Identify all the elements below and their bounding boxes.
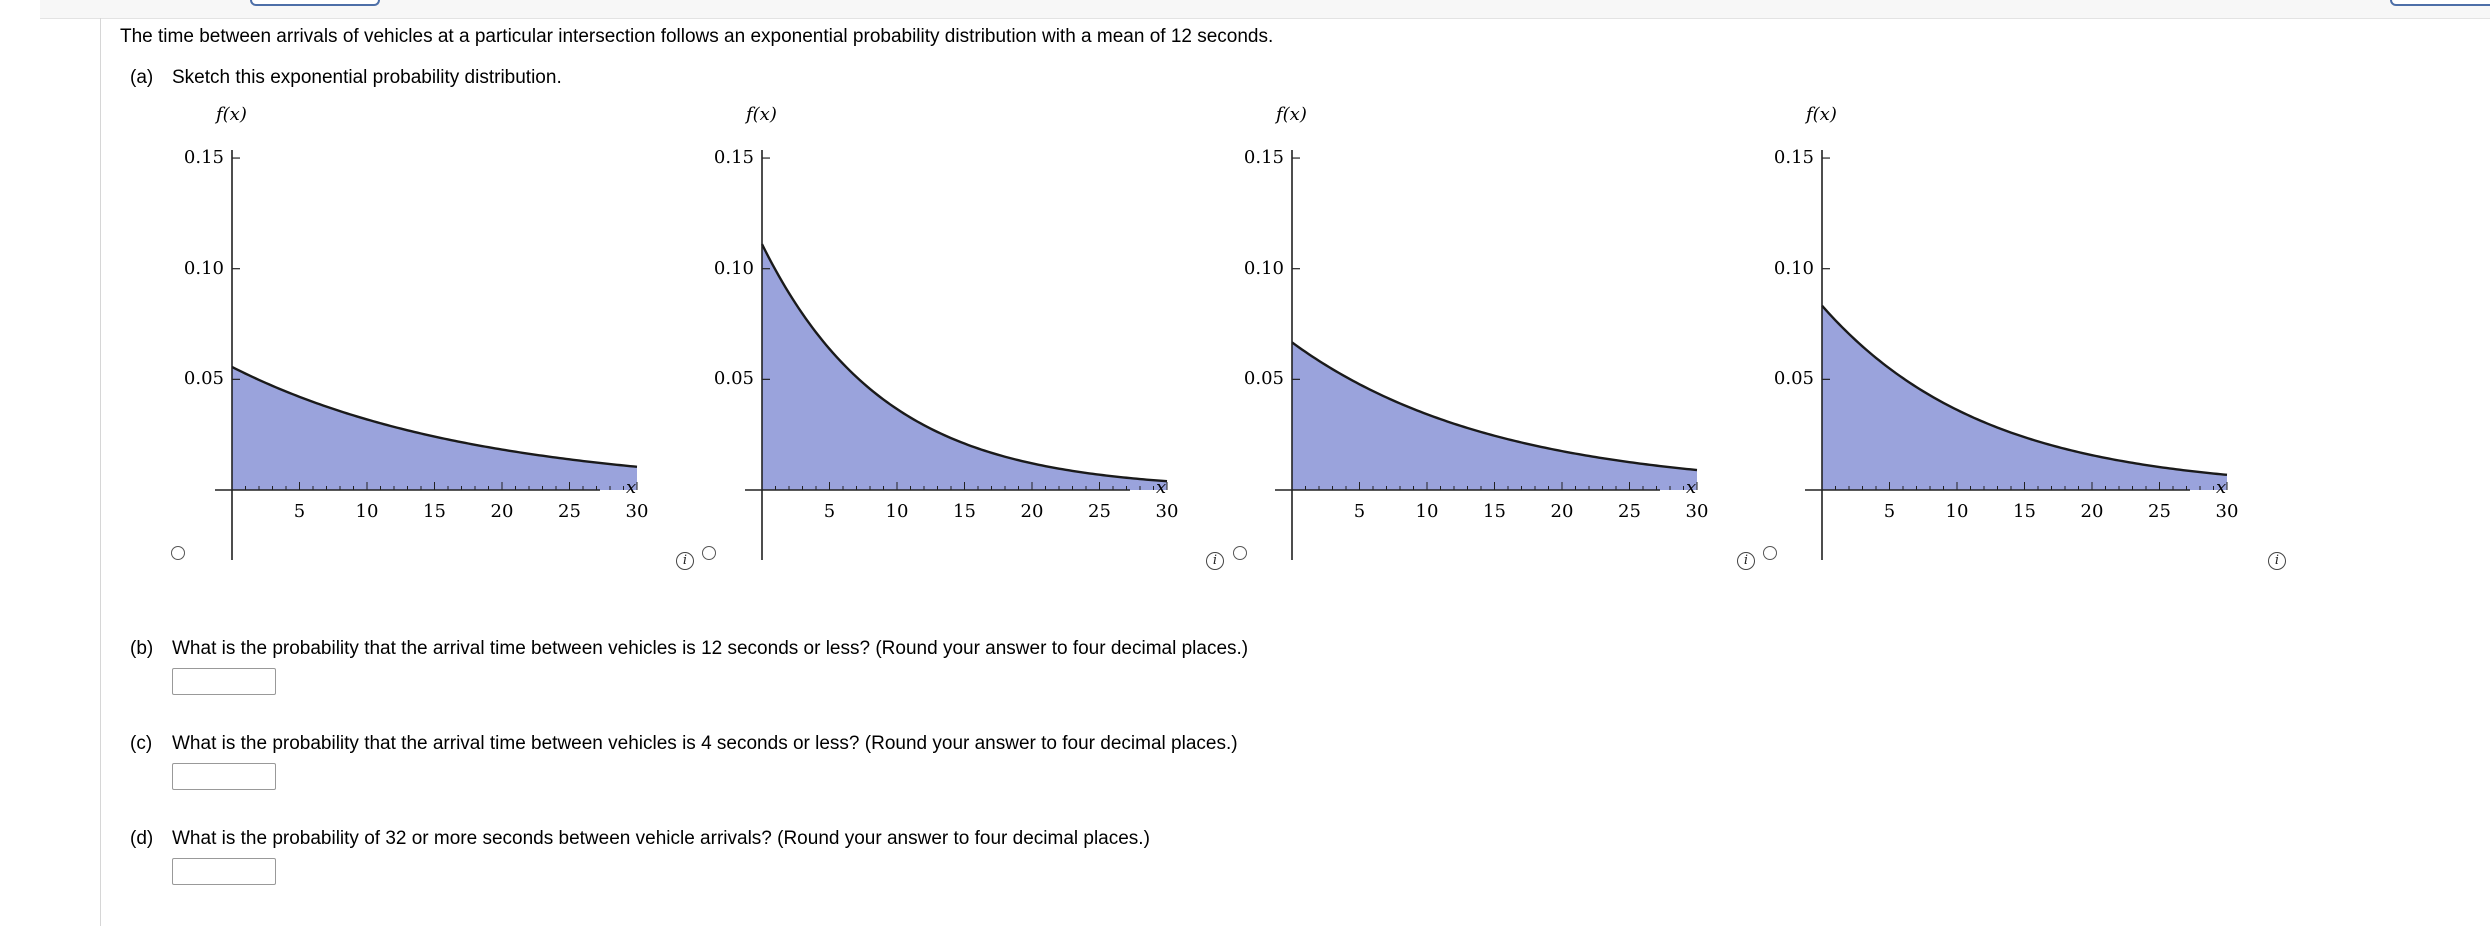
x-tick-label: 10 [355,501,379,522]
x-tick-label: 10 [885,501,909,522]
y-axis-title: f(x) [1276,104,1307,125]
x-tick-label: 25 [1618,501,1641,522]
y-tick-label: 0.10 [1773,257,1814,279]
x-tick-label: 25 [2148,501,2171,522]
density-plot-2 [745,150,1168,560]
graph-option-2-radio[interactable] [702,546,716,560]
graph-option-4: 0.15 0.10 0.05 5 10 15 20 25 30 f(x) x [1760,95,2238,575]
x-tick-label: 5 [1353,501,1366,522]
y-tick-label: 0.15 [1243,147,1284,169]
top-toolbar [40,0,2490,19]
y-axis-title: f(x) [216,104,247,125]
y-tick-label: 0.15 [713,147,754,169]
y-tick-label: 0.10 [183,257,224,279]
x-tick-label: 30 [1155,501,1179,522]
y-tick-label: 0.05 [1773,368,1814,390]
graph-option-1-radio[interactable] [171,546,185,560]
x-tick-label: 10 [1945,501,1969,522]
x-tick-label: 20 [1550,501,1574,522]
info-icon[interactable]: i [1206,552,1224,570]
graph-option-3: 0.15 0.10 0.05 5 10 15 20 25 30 f(x) x [1230,95,1708,575]
x-tick-label: 15 [1483,501,1506,522]
density-plot-1 [215,150,638,560]
x-tick-label: 30 [2215,501,2239,522]
x-tick-label: 10 [1415,501,1439,522]
part-d-text: What is the probability of 32 or more se… [172,828,1150,849]
x-tick-label: 30 [1685,501,1709,522]
density-curve [231,365,638,468]
y-axis-title: f(x) [746,104,777,125]
graph-option-3-radio[interactable] [1233,546,1247,560]
x-tick-label: 20 [490,501,514,522]
part-c-answer-input[interactable] [172,763,276,790]
y-tick-label: 0.15 [183,147,224,169]
y-tick-label: 0.05 [183,368,224,390]
part-c-letter: (c) [130,733,153,754]
x-tick-label: 5 [823,501,836,522]
y-tick-label: 0.15 [1773,147,1814,169]
x-tick-label: 30 [625,501,649,522]
x-tick-label: 15 [2013,501,2036,522]
x-tick-label: 5 [293,501,306,522]
part-b-letter: (b) [130,638,154,659]
y-tick-label: 0.10 [1243,257,1284,279]
x-tick-label: 25 [558,501,581,522]
density-curve [1821,304,2228,477]
density-area [232,366,637,490]
density-area [1292,342,1697,490]
question-intro: The time between arrivals of vehicles at… [120,26,1274,47]
x-tick-label: 20 [1020,501,1044,522]
y-axis-title: f(x) [1806,104,1837,125]
graph-option-1: 0.15 0.10 0.05 5 10 15 20 25 30 f(x) x [170,95,648,575]
part-a-text: Sketch this exponential probability dist… [172,67,562,88]
x-axis-title: x [1156,477,1167,498]
x-axis-title: x [2216,477,2227,498]
y-tick-label: 0.05 [1243,368,1284,390]
density-plot-3 [1275,150,1698,560]
part-b-text: What is the probability that the arrival… [172,638,1249,659]
x-tick-label: 25 [1088,501,1111,522]
info-icon[interactable]: i [1737,552,1755,570]
graph-option-2: 0.15 0.10 0.05 5 10 15 20 25 30 f(x) x [700,95,1178,575]
x-axis-title: x [1686,477,1697,498]
part-a-letter: (a) [130,67,154,88]
density-plot-4 [1805,150,2228,560]
graph-option-4-radio[interactable] [1763,546,1777,560]
y-tick-label: 0.10 [713,257,754,279]
density-curve [1291,341,1698,472]
content-left-rule [100,18,101,926]
part-c-text: What is the probability that the arrival… [172,733,1238,754]
x-tick-label: 20 [2080,501,2104,522]
part-d-letter: (d) [130,828,154,849]
x-tick-label: 5 [1883,501,1896,522]
info-icon[interactable]: i [2268,552,2286,570]
x-tick-label: 15 [423,501,446,522]
toolbar-button-left[interactable] [250,0,380,6]
density-area [762,244,1167,490]
density-area [1822,305,2227,490]
x-tick-label: 15 [953,501,976,522]
info-icon[interactable]: i [676,552,694,570]
density-curve [760,243,1168,483]
part-b-answer-input[interactable] [172,668,276,695]
y-tick-label: 0.05 [713,368,754,390]
toolbar-button-right[interactable] [2390,0,2490,6]
part-d-answer-input[interactable] [172,858,276,885]
x-axis-title: x [626,477,637,498]
